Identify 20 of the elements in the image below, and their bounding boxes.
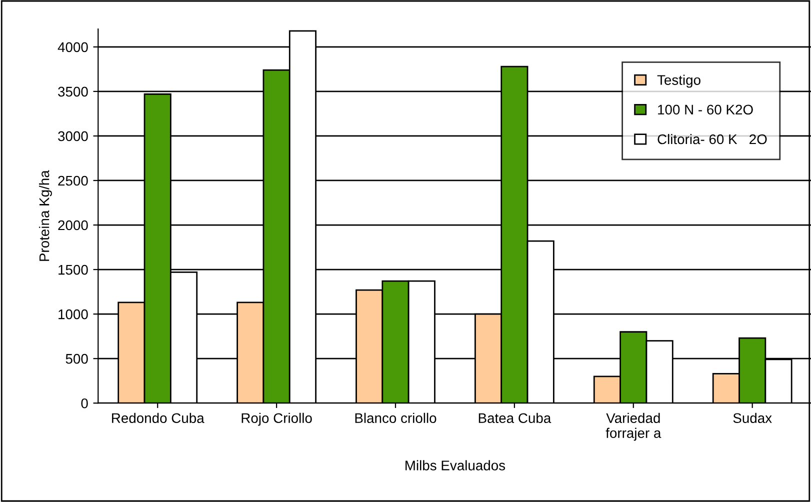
y-tick-label: 500 <box>66 354 88 364</box>
y-tick-label: 1500 <box>58 264 88 275</box>
x-tick-label: Sudax <box>733 412 772 424</box>
y-tick-label: 3000 <box>58 131 88 142</box>
y-tick-label: 3500 <box>58 86 88 97</box>
y-tick-label: 1000 <box>58 309 88 320</box>
legend-label: Testigo <box>657 74 700 88</box>
x-tick-label: Batea Cuba <box>478 412 552 424</box>
legend-label: Clitoria- 60 K 2O <box>658 134 767 144</box>
x-tick-label: Blanco criollo <box>355 412 436 424</box>
legend-label: 100 N - 60 K2O <box>658 104 753 115</box>
y-tick-label: 2000 <box>58 220 88 230</box>
y-tick-label: 4000 <box>58 42 88 52</box>
y-tick-label: 0 <box>81 398 88 408</box>
y-tick-label: 2500 <box>58 176 88 186</box>
x-tick-label: Variedad forrajer a <box>606 412 662 441</box>
x-axis-title: Milbs Evaluados <box>406 460 506 470</box>
y-axis-title: Proteina Kg/ha <box>39 170 52 261</box>
x-tick-label: Redondo Cuba <box>112 412 204 424</box>
x-tick-label: Rojo Criollo <box>242 412 312 426</box>
